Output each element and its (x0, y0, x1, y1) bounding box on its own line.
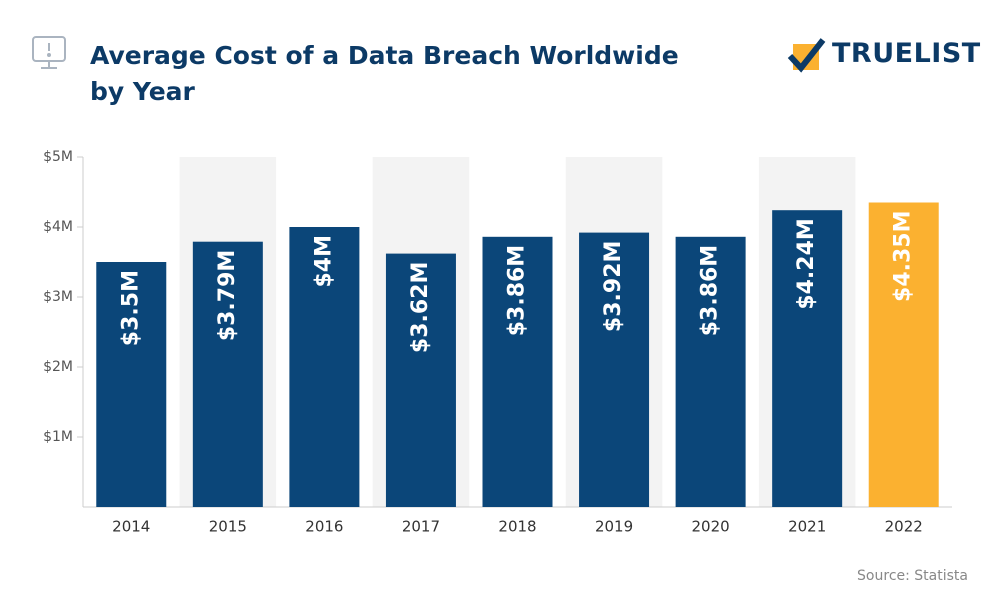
y-tick-label: $1M (43, 429, 73, 445)
x-tick-label: 2019 (595, 518, 633, 536)
x-tick-label: 2022 (885, 518, 923, 536)
bar (192, 241, 263, 507)
bar (579, 232, 650, 507)
value-label: $3.92M (601, 241, 626, 332)
value-label: $3.86M (505, 245, 530, 336)
value-label: $4M (311, 235, 336, 288)
brand-logo (787, 38, 826, 73)
bar (96, 262, 167, 507)
value-label: $3.79M (215, 250, 240, 341)
x-tick-label: 2016 (305, 518, 343, 536)
x-tick-label: 2014 (112, 518, 150, 536)
bar (868, 202, 939, 507)
x-tick-label: 2017 (402, 518, 440, 536)
value-label: $4.24M (794, 218, 819, 309)
brand: TRUELIST (832, 38, 981, 69)
x-tick-label: 2021 (788, 518, 826, 536)
value-label: $3.5M (118, 270, 143, 346)
bar (675, 236, 746, 508)
value-label: $3.86M (698, 245, 723, 336)
x-tick-label: 2020 (692, 518, 730, 536)
y-tick-label: $4M (43, 219, 73, 235)
y-tick-label: $2M (43, 359, 73, 375)
bar (772, 210, 843, 507)
value-label: $4.35M (891, 211, 916, 302)
y-tick-label: $3M (43, 289, 73, 305)
source: Source: Statista (857, 568, 968, 584)
bar (289, 227, 360, 507)
x-tick-label: 2018 (498, 518, 536, 536)
x-tick-label: 2015 (209, 518, 247, 536)
value-label: $3.62M (408, 262, 433, 353)
y-tick-label: $5M (43, 149, 73, 165)
bar (482, 236, 553, 508)
bar (385, 253, 456, 507)
monitor-icon (32, 36, 66, 69)
chart-title: Average Cost of a Data Breach Worldwide … (90, 41, 679, 106)
